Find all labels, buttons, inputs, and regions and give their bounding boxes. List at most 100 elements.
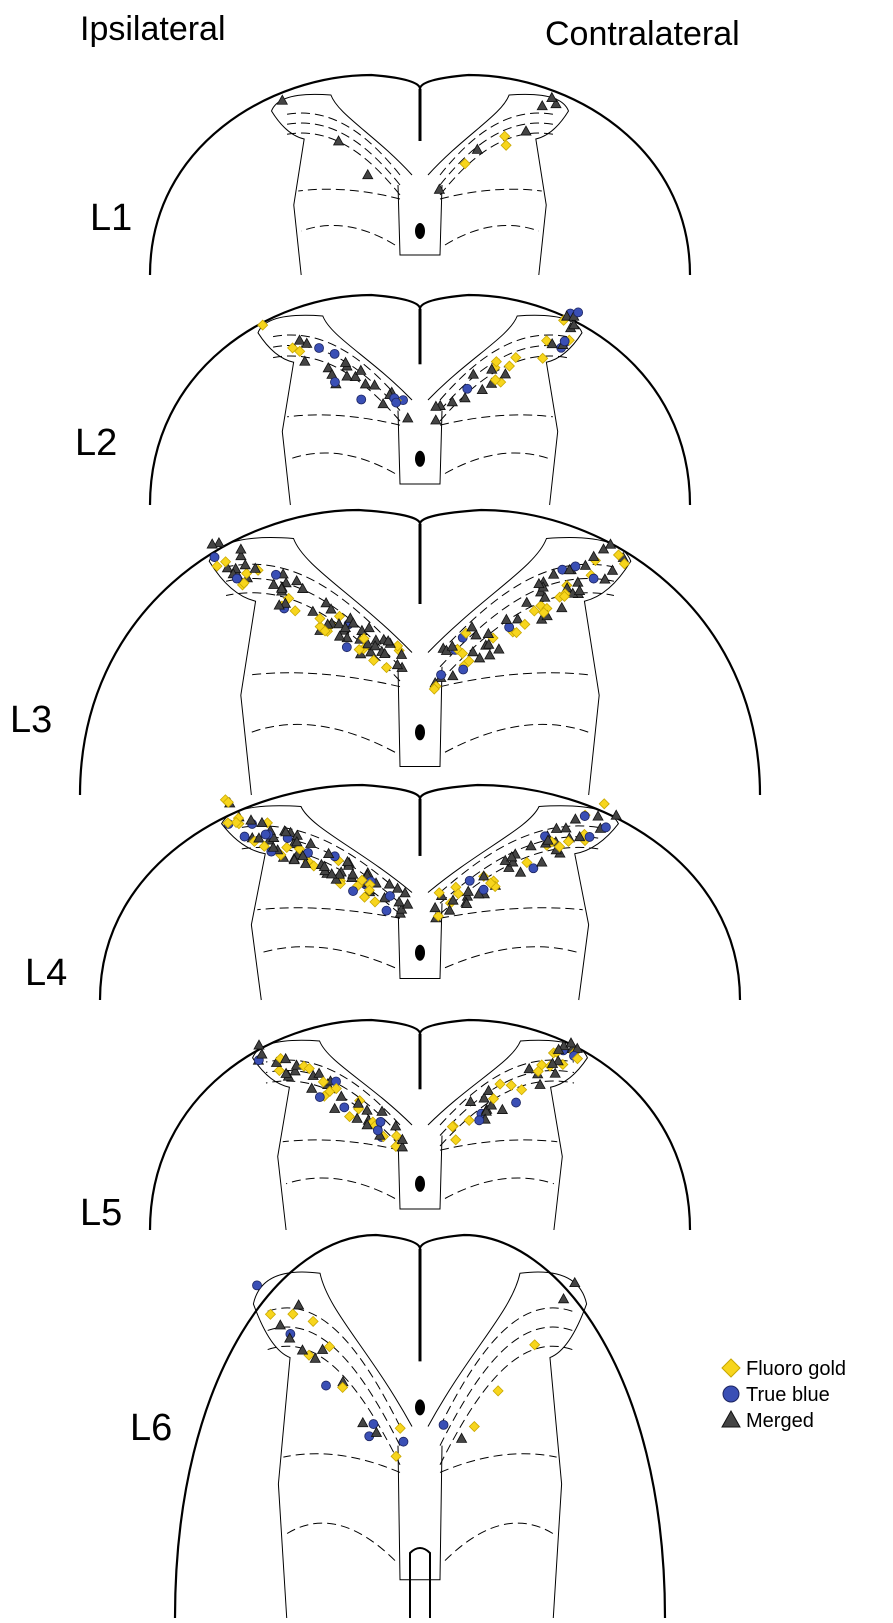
fluoro-gold-marker — [290, 606, 300, 616]
ventral-lamina — [445, 225, 539, 245]
merged-marker — [445, 905, 455, 914]
section-label: L3 — [10, 699, 52, 741]
merged-marker — [254, 1040, 264, 1049]
lamina-line — [440, 133, 557, 195]
fluoro-gold-marker — [464, 1115, 474, 1125]
merged-marker — [292, 576, 302, 585]
fluoro-gold-marker — [599, 799, 609, 809]
merged-marker — [377, 1106, 387, 1115]
true-blue-marker — [512, 1098, 521, 1107]
legend-label: True blue — [746, 1384, 830, 1406]
spinal-section — [150, 295, 690, 505]
true-blue-marker — [399, 1437, 408, 1446]
merged-marker — [589, 551, 599, 560]
merged-marker — [457, 1433, 467, 1442]
true-blue-marker — [373, 1126, 382, 1135]
grey-matter-outline — [428, 94, 569, 275]
lamina-line — [267, 1327, 400, 1446]
lamina-line — [440, 123, 557, 185]
legend-fg-marker — [722, 1359, 740, 1377]
merged-marker — [463, 886, 473, 895]
fluoro-gold-marker — [469, 1422, 479, 1432]
merged-marker — [513, 614, 523, 623]
lamina-line — [283, 1454, 400, 1473]
merged-marker — [348, 869, 358, 878]
central-area — [398, 1446, 442, 1580]
legend: Fluoro gold True blue Merged — [722, 1358, 846, 1432]
true-blue-marker — [376, 1117, 385, 1126]
section-label: L2 — [75, 422, 117, 464]
merged-marker — [295, 335, 305, 344]
true-blue-marker — [601, 823, 610, 832]
true-blue-marker — [505, 623, 514, 632]
central-canal — [415, 451, 425, 467]
merged-marker — [277, 95, 287, 104]
true-blue-marker — [315, 1093, 324, 1102]
merged-marker — [477, 385, 487, 394]
true-blue-marker — [437, 670, 446, 679]
merged-marker — [516, 867, 526, 876]
ventral-lamina — [251, 724, 395, 752]
central-canal — [415, 223, 425, 239]
true-blue-marker — [342, 643, 351, 652]
fluoro-gold-marker — [265, 1309, 275, 1319]
merged-marker — [460, 393, 470, 402]
lamina-line — [287, 415, 400, 425]
true-blue-marker — [580, 812, 589, 821]
true-blue-marker — [385, 891, 394, 900]
merged-marker — [522, 597, 532, 606]
merged-marker — [370, 380, 380, 389]
true-blue-marker — [271, 570, 280, 579]
merged-marker — [570, 814, 580, 823]
spinal-section — [175, 1235, 665, 1618]
grey-matter-outline — [258, 315, 412, 505]
merged-marker — [526, 841, 536, 850]
fluoro-gold-marker — [395, 1423, 405, 1433]
ventral-lamina — [445, 1178, 554, 1199]
true-blue-marker — [475, 1116, 484, 1125]
merged-marker — [434, 184, 444, 193]
header-left: Ipsilateral — [80, 10, 226, 48]
lamina-line — [283, 123, 400, 185]
ventral-lamina — [445, 453, 550, 474]
merged-marker — [537, 101, 547, 110]
spinal-section — [100, 785, 740, 1000]
merged-marker — [403, 413, 413, 422]
merged-marker — [557, 603, 567, 612]
fluoro-gold-marker — [391, 1451, 401, 1461]
fluoro-gold-marker — [370, 897, 380, 907]
figure: Ipsilateral Contralateral L1L2L3L4L5L6 F… — [0, 0, 893, 1623]
legend-tb-marker — [723, 1386, 739, 1402]
merged-marker — [314, 1068, 324, 1077]
true-blue-marker — [253, 1281, 262, 1290]
merged-marker — [494, 644, 504, 653]
fluoro-gold-marker — [506, 1080, 516, 1090]
merged-marker — [521, 126, 531, 135]
central-canal — [415, 1399, 425, 1415]
ventral-lamina — [445, 724, 589, 752]
true-blue-marker — [382, 906, 391, 915]
grey-matter-outline — [272, 94, 413, 275]
merged-marker — [485, 650, 495, 659]
merged-marker — [306, 838, 316, 847]
section-label: L1 — [90, 197, 132, 239]
lamina-line — [440, 113, 557, 175]
true-blue-marker — [479, 885, 488, 894]
central-area — [398, 185, 442, 255]
merged-marker — [394, 897, 404, 906]
merged-marker — [308, 606, 318, 615]
merged-marker — [535, 1079, 545, 1088]
true-blue-marker — [330, 349, 339, 358]
ventral-lamina — [445, 1523, 553, 1560]
true-blue-marker — [560, 337, 569, 346]
merged-marker — [275, 1320, 285, 1329]
merged-marker — [468, 647, 478, 656]
ventral-lamina — [287, 1523, 395, 1560]
section-label: L6 — [130, 1407, 172, 1449]
merged-marker — [549, 569, 559, 578]
spinal-section — [150, 1020, 690, 1230]
legend-label: Fluoro gold — [746, 1358, 846, 1380]
merged-marker — [611, 810, 621, 819]
fluoro-gold-marker — [369, 655, 379, 665]
merged-marker — [330, 1104, 340, 1113]
